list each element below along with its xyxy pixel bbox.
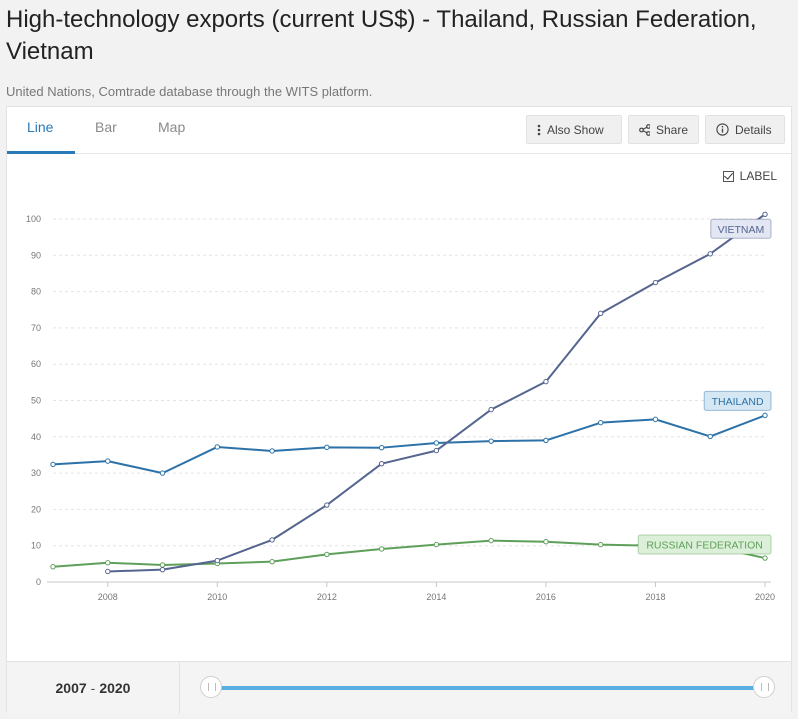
active-tab-indicator xyxy=(7,151,75,154)
data-point-thailand xyxy=(433,440,440,446)
data-point-russian-federation xyxy=(159,562,166,568)
series-label-text: RUSSIAN FEDERATION xyxy=(646,540,762,552)
series-label-box xyxy=(703,390,772,411)
data-point-vietnam xyxy=(652,279,659,286)
details-label: Details xyxy=(735,122,772,137)
range-start: 2007 xyxy=(55,680,87,696)
data-point-russian-federation xyxy=(105,560,111,566)
also-show-label: Also Show xyxy=(547,122,604,137)
data-point-russian-federation xyxy=(762,555,768,561)
data-point-russian-federation xyxy=(378,546,385,552)
data-point-thailand xyxy=(597,419,604,426)
y-tick-label: 0 xyxy=(36,577,41,587)
data-point-vietnam xyxy=(707,251,713,257)
slider-start-handle[interactable] xyxy=(200,676,222,698)
y-tick-label: 60 xyxy=(31,359,41,369)
page-title: High-technology exports (current US$) - … xyxy=(6,6,757,65)
data-point-vietnam xyxy=(433,447,440,454)
series-label-vietnam: VIETNAM xyxy=(710,218,772,239)
x-tick-label: 2010 xyxy=(207,592,227,602)
data-point-vietnam xyxy=(159,566,166,573)
data-point-thailand xyxy=(543,437,549,444)
x-tick-label: 2018 xyxy=(645,592,665,602)
y-tick-label: 70 xyxy=(31,323,41,333)
y-tick-label: 20 xyxy=(31,504,41,514)
y-tick-label: 80 xyxy=(31,287,41,297)
data-point-vietnam xyxy=(214,557,221,564)
series-label-box xyxy=(710,218,772,239)
share-label: Share xyxy=(655,122,688,137)
data-point-thailand xyxy=(269,448,275,454)
y-tick-label: 40 xyxy=(31,432,41,442)
x-tick-label: 2020 xyxy=(755,592,775,602)
year-range: 2007 - 2020 xyxy=(7,662,180,714)
data-point-vietnam xyxy=(269,537,275,543)
source-subtitle: United Nations, Comtrade database throug… xyxy=(6,84,373,99)
data-point-thailand xyxy=(324,444,330,451)
x-tick-label: 2014 xyxy=(426,592,446,602)
series-label-thailand: THAILAND xyxy=(703,390,772,411)
data-point-thailand xyxy=(378,444,385,451)
tab-line[interactable]: Line xyxy=(27,119,54,135)
data-point-russian-federation xyxy=(488,537,494,544)
data-point-vietnam xyxy=(597,310,604,317)
data-point-russian-federation xyxy=(50,564,56,570)
data-point-thailand xyxy=(214,444,221,450)
series-label-text: VIETNAM xyxy=(718,224,765,236)
tab-map[interactable]: Map xyxy=(158,119,186,135)
slider-end-handle[interactable] xyxy=(753,676,775,698)
data-point-russian-federation xyxy=(597,541,604,548)
share-button[interactable]: Share xyxy=(628,115,699,144)
range-separator: - xyxy=(90,680,96,696)
range-end: 2020 xyxy=(99,680,131,696)
data-point-russian-federation xyxy=(269,558,275,565)
share-icon xyxy=(639,123,650,136)
chart-card: Line Bar Map Also Show Share xyxy=(6,106,792,714)
range-footer: 2007 - 2020 xyxy=(7,661,791,714)
data-point-thailand xyxy=(488,438,494,444)
label-toggle-text: LABEL xyxy=(739,169,777,183)
y-tick-label: 100 xyxy=(26,214,41,224)
tab-bar[interactable]: Bar xyxy=(95,119,117,135)
label-toggle[interactable]: LABEL xyxy=(722,169,777,183)
year-slider-track[interactable] xyxy=(213,686,761,690)
x-tick-label: 2012 xyxy=(317,592,337,602)
data-point-vietnam xyxy=(324,502,330,508)
data-point-vietnam xyxy=(488,406,494,413)
y-tick-label: 90 xyxy=(31,250,41,260)
data-point-russian-federation xyxy=(324,551,330,558)
y-tick-label: 10 xyxy=(31,541,41,551)
y-tick-label: 50 xyxy=(31,396,41,406)
y-tick-label: 30 xyxy=(31,468,41,478)
label-checkbox[interactable] xyxy=(722,170,734,182)
series-line-vietnam xyxy=(107,213,766,573)
data-point-thailand xyxy=(105,458,111,464)
details-button[interactable]: Details xyxy=(705,115,785,144)
series-label-box xyxy=(637,534,772,555)
view-tabs: Line Bar Map Also Show Share xyxy=(7,107,791,154)
data-point-vietnam xyxy=(543,378,549,385)
more-vertical-icon xyxy=(537,124,541,135)
data-point-thailand xyxy=(652,416,659,423)
data-point-thailand xyxy=(707,433,713,440)
series-label-text: THAILAND xyxy=(712,396,764,408)
data-point-russian-federation xyxy=(433,541,440,548)
x-tick-label: 2008 xyxy=(98,592,118,602)
series-label-russian-federation: RUSSIAN FEDERATION xyxy=(637,534,772,555)
series-line-thailand xyxy=(52,414,766,475)
data-point-vietnam xyxy=(105,568,111,575)
also-show-button[interactable]: Also Show xyxy=(526,115,622,144)
data-point-thailand xyxy=(762,412,768,419)
data-point-russian-federation xyxy=(543,539,549,545)
x-tick-label: 2016 xyxy=(536,592,556,602)
data-point-vietnam xyxy=(762,211,768,217)
line-chart: 0 10 20 30 40 50 60 70 80 90 100 2008 2010 2012 2014 20… xyxy=(26,211,775,602)
info-icon xyxy=(716,123,729,136)
data-point-thailand xyxy=(159,470,166,476)
data-point-thailand xyxy=(50,461,56,468)
data-point-vietnam xyxy=(378,460,385,467)
